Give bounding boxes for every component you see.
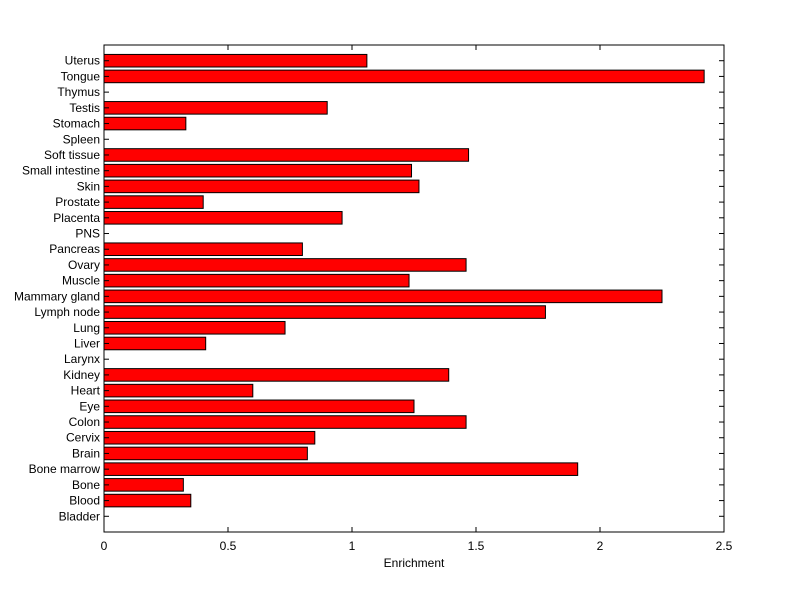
bar-soft-tissue	[103, 148, 470, 162]
x-tick-label: 1.5	[468, 539, 485, 553]
y-tick-label: Small intestine	[22, 164, 100, 178]
bar-ovary	[103, 258, 467, 272]
bars-group	[103, 53, 705, 508]
bar-colon	[103, 415, 467, 429]
bar-skin	[103, 179, 420, 194]
y-tick-label: Eye	[79, 399, 100, 413]
y-tick-label: Bladder	[59, 509, 100, 523]
y-tick-label: Lung	[73, 321, 100, 335]
y-tick-label: Brain	[72, 446, 100, 460]
y-tick-label: Mammary gland	[14, 289, 100, 303]
y-tick-label: Muscle	[62, 274, 100, 288]
bar-lung	[103, 320, 286, 335]
bar-tongue	[103, 69, 705, 84]
bar-uterus	[103, 53, 368, 68]
y-tick-label: Bone marrow	[29, 462, 101, 476]
x-tick-label: 2.5	[716, 539, 733, 553]
bar-muscle	[103, 273, 410, 288]
plot-area-frame	[103, 44, 725, 533]
y-tick-label: Thymus	[57, 85, 100, 99]
x-tick-label: 2	[597, 539, 604, 553]
bar-eye	[103, 399, 415, 414]
bar-testis	[103, 101, 328, 115]
y-tick-label: Lymph node	[34, 305, 100, 319]
y-tick-label: Placenta	[53, 211, 100, 225]
bar-bone-marrow	[103, 462, 579, 476]
x-tick-label: 1	[349, 539, 356, 553]
y-tick-label: Skin	[77, 179, 100, 193]
bar-heart	[103, 383, 254, 398]
bar-liver	[103, 336, 207, 351]
y-tick-label: Blood	[69, 494, 100, 508]
y-tick-label: Uterus	[65, 54, 100, 68]
y-tick-label: Soft tissue	[44, 148, 100, 162]
x-tick-label: 0.5	[220, 539, 237, 553]
y-tick-label: Heart	[71, 384, 101, 398]
bar-bone	[103, 478, 184, 492]
y-tick-label: Liver	[74, 336, 100, 350]
y-tick-label: Ovary	[68, 258, 100, 272]
x-axis-ticks: 0 0.5 1 1.5 2 2.5	[101, 45, 733, 553]
y-tick-label: Bone	[72, 478, 100, 492]
y-tick-label: Larynx	[64, 352, 100, 366]
bar-placenta	[103, 211, 343, 225]
bar-blood	[103, 493, 192, 508]
y-tick-label: Pancreas	[49, 242, 100, 256]
bar-cervix	[103, 430, 316, 445]
bar-stomach	[103, 116, 187, 131]
bar-pancreas	[103, 242, 303, 257]
x-tick-label: 0	[101, 539, 108, 553]
bar-small-intestine	[103, 163, 413, 178]
x-axis-label: Enrichment	[384, 556, 445, 570]
bar-prostate	[103, 195, 204, 209]
y-tick-label: PNS	[75, 227, 100, 241]
bar-mammary-gland	[103, 289, 663, 304]
y-tick-label: Prostate	[55, 195, 100, 209]
bar-brain	[103, 446, 308, 461]
y-tick-label: Spleen	[63, 132, 100, 146]
bar-lymph-node	[103, 305, 546, 319]
y-tick-label: Kidney	[63, 368, 100, 382]
y-tick-label: Cervix	[66, 431, 100, 445]
y-tick-label: Testis	[69, 101, 100, 115]
y-tick-label: Colon	[69, 415, 100, 429]
y-tick-label: Tongue	[61, 69, 101, 83]
bar-kidney	[103, 368, 450, 382]
y-tick-label: Stomach	[53, 117, 100, 131]
